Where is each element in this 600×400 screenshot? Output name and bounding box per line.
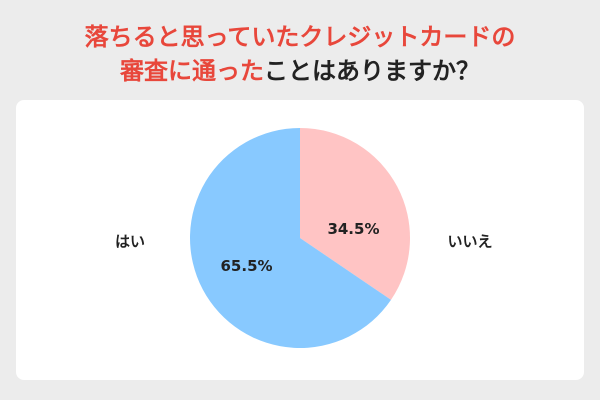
value-label: 34.5%: [327, 220, 379, 238]
value-label: 65.5%: [221, 257, 273, 275]
chart-title: 落ちると思っていたクレジットカードの: [85, 23, 516, 51]
chart-title: 審査に通ったことはありますか？: [119, 57, 480, 85]
pie-slice: [300, 128, 410, 300]
pie-slice: [189, 128, 391, 348]
title-segment: 落ちると思っていたクレジットカードの: [85, 23, 516, 51]
title-segment: ことはありますか？: [264, 57, 480, 85]
category-label: はい: [115, 233, 145, 251]
title-segment: 審査に通った: [119, 57, 264, 85]
category-label: いいえ: [447, 233, 492, 251]
